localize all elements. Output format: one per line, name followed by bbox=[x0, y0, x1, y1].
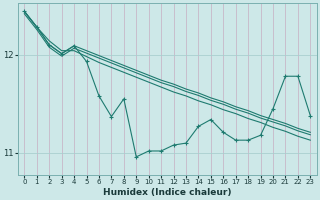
X-axis label: Humidex (Indice chaleur): Humidex (Indice chaleur) bbox=[103, 188, 232, 197]
